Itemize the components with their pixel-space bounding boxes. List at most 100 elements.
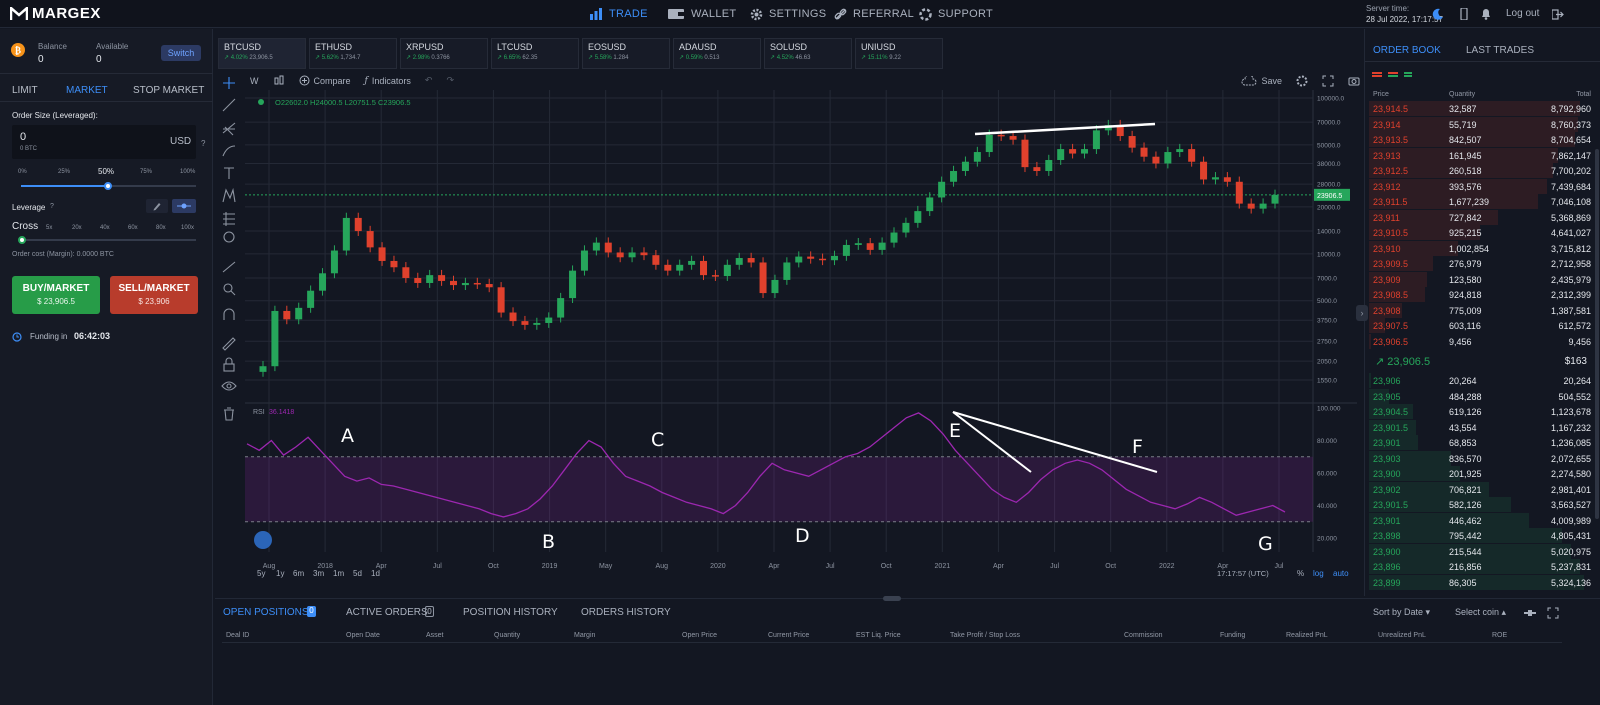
book-view-icons[interactable] <box>1372 71 1412 79</box>
bid-row[interactable]: 23,904.5 619,126 1,123,678 <box>1369 404 1591 420</box>
help-icon[interactable]: ? <box>201 139 206 148</box>
ticker-adausd[interactable]: ADAUSD ↗ 0.59% 0.513 <box>673 38 761 69</box>
logout-icon[interactable] <box>1552 9 1564 21</box>
slider-mode-button[interactable] <box>172 199 196 213</box>
bid-row[interactable]: 23,901.5 582,126 3,563,527 <box>1369 497 1591 513</box>
scrollbar[interactable] <box>1595 149 1599 519</box>
range-button-5d[interactable]: 5d <box>353 569 362 578</box>
emoji-icon[interactable] <box>223 231 235 243</box>
bid-row[interactable]: 23,901 68,853 1,236,085 <box>1369 435 1591 451</box>
ask-row[interactable]: 23,909 123,580 2,435,979 <box>1369 271 1591 288</box>
tab-active-orders[interactable]: ACTIVE ORDERS <box>346 607 428 618</box>
range-button-1y[interactable]: 1y <box>276 569 284 578</box>
nav-wallet[interactable]: WALLET <box>667 0 736 28</box>
text-icon[interactable] <box>224 167 234 179</box>
candles-icon[interactable] <box>273 75 285 87</box>
ticker-btcusd[interactable]: BTCUSD ↗ 4.02% 23,906.5 <box>218 38 306 69</box>
leverage-handle[interactable] <box>18 236 26 244</box>
compare-button[interactable]: Compare <box>299 75 351 86</box>
tab-last-trades[interactable]: LAST TRADES <box>1466 45 1534 56</box>
column-header[interactable]: Commission <box>1124 632 1163 639</box>
nav-trade[interactable]: TRADE <box>589 0 648 28</box>
sell-market-button[interactable]: SELL/MARKET $ 23,906 <box>110 276 198 314</box>
ask-row[interactable]: 23,914.5 32,587 8,792,960 <box>1369 101 1591 117</box>
camera-icon[interactable] <box>1348 75 1360 87</box>
leverage-slider[interactable] <box>18 236 196 244</box>
ticker-ethusd[interactable]: ETHUSD ↗ 5.62% 1,734.7 <box>309 38 397 69</box>
column-header[interactable]: Take Profit / Stop Loss <box>950 632 1021 639</box>
nav-referral[interactable]: REFERRAL <box>834 0 914 28</box>
ticker-uniusd[interactable]: UNIUSD ↗ 15.11% 9.22 <box>855 38 943 69</box>
order-size-input[interactable]: 0 0 BTC USD <box>12 125 196 159</box>
help-icon[interactable]: ? <box>50 203 54 210</box>
eye-icon[interactable] <box>221 381 237 391</box>
tab-limit[interactable]: LIMIT <box>12 85 38 96</box>
column-header[interactable]: Margin <box>574 632 596 639</box>
range-button-1d[interactable]: 1d <box>371 569 380 578</box>
ask-row[interactable]: 23,912.5 260,518 7,700,202 <box>1369 163 1591 179</box>
tab-position-history[interactable]: POSITION HISTORY <box>463 607 558 618</box>
tab-stop-market[interactable]: STOP MARKET <box>133 85 205 96</box>
tab-order-book[interactable]: ORDER BOOK <box>1373 45 1441 56</box>
cloud-logo-icon[interactable] <box>254 531 272 549</box>
range-button-6m[interactable]: 6m <box>293 569 304 578</box>
nav-support[interactable]: SUPPORT <box>919 0 993 28</box>
ticker-ltcusd[interactable]: LTCUSD ↗ 6.65% 62.35 <box>491 38 579 69</box>
range-button-3m[interactable]: 3m <box>313 569 324 578</box>
nav-settings[interactable]: SETTINGS <box>750 0 826 28</box>
column-header[interactable]: Unrealized PnL <box>1378 632 1426 639</box>
expand-icon[interactable] <box>1547 607 1559 619</box>
bid-row[interactable]: 23,900 201,925 2,274,580 <box>1369 466 1591 482</box>
bid-row[interactable]: 23,903 836,570 2,072,655 <box>1369 450 1591 467</box>
prediction-icon[interactable] <box>223 212 235 226</box>
mobile-icon[interactable] <box>1458 8 1470 20</box>
bid-row[interactable]: 23,901.5 43,554 1,167,232 <box>1369 419 1591 436</box>
order-size-slider[interactable] <box>21 182 196 190</box>
interval-button[interactable]: W <box>250 75 259 86</box>
ask-row[interactable]: 23,910.5 925,215 4,641,027 <box>1369 225 1591 241</box>
price-chart[interactable]: Aug 2018 Apr Jul Oct 2019 May Aug 2020 Apr Jul Oct 2… <box>245 90 1357 578</box>
tab-orders-history[interactable]: ORDERS HISTORY <box>581 607 671 618</box>
chart-svg[interactable]: Aug 2018 Apr Jul Oct 2019 May Aug 2020 Apr Jul Oct 2… <box>245 90 1357 578</box>
scale-option-log[interactable]: log <box>1313 569 1324 578</box>
scale-option-auto[interactable]: auto <box>1333 569 1349 578</box>
trendline-icon[interactable] <box>222 98 236 112</box>
undo-icon[interactable]: ↶ <box>424 75 433 85</box>
column-header[interactable]: Asset <box>426 632 444 639</box>
save-button[interactable]: Save <box>1241 75 1282 86</box>
tab-market[interactable]: MARKET <box>66 85 108 96</box>
sort-dropdown[interactable]: Sort by Date ▾ <box>1373 607 1430 618</box>
crosshair-icon[interactable] <box>223 77 235 89</box>
ticker-solusd[interactable]: SOLUSD ↗ 4.52% 46.63 <box>764 38 852 69</box>
lock-pencil-icon[interactable] <box>222 337 236 351</box>
indicators-button[interactable]: ƒ Indicators <box>365 76 411 86</box>
slider-handle[interactable] <box>103 182 112 190</box>
ruler-icon[interactable] <box>222 261 236 273</box>
ask-row[interactable]: 23,908 775,009 1,387,581 <box>1369 302 1591 319</box>
brush-icon[interactable] <box>222 145 236 157</box>
range-button-5y[interactable]: 5y <box>257 569 265 578</box>
column-header[interactable]: Quantity <box>494 632 521 639</box>
edit-leverage-button[interactable] <box>146 199 168 213</box>
resize-handle[interactable] <box>883 596 901 601</box>
magnet-icon[interactable] <box>223 308 235 320</box>
ask-row[interactable]: 23,907.5 603,116 612,572 <box>1369 318 1591 334</box>
bid-row[interactable]: 23,905 484,288 504,552 <box>1369 388 1591 405</box>
bid-row[interactable]: 23,906 20,264 20,264 <box>1369 373 1591 389</box>
bid-row[interactable]: 23,899 86,305 5,324,136 <box>1369 574 1591 591</box>
column-header[interactable]: Open Price <box>682 632 718 639</box>
ask-row[interactable]: 23,908.5 924,818 2,312,399 <box>1369 287 1591 303</box>
ask-row[interactable]: 23,906.5 9,456 9,456 <box>1369 333 1591 350</box>
bid-row[interactable]: 23,896 216,856 5,237,831 <box>1369 559 1591 575</box>
fullscreen-icon[interactable] <box>1322 75 1334 87</box>
tab-open-positions[interactable]: OPEN POSITIONS <box>223 607 309 618</box>
lock-icon[interactable] <box>223 357 235 372</box>
column-header[interactable]: EST Liq. Price <box>856 632 901 639</box>
ticker-eosusd[interactable]: EOSUSD ↗ 5.58% 1.284 <box>582 38 670 69</box>
ask-row[interactable]: 23,910 1,002,854 3,715,812 <box>1369 240 1591 257</box>
bid-row[interactable]: 23,898 795,442 4,805,431 <box>1369 528 1591 544</box>
ask-row[interactable]: 23,912 393,576 7,439,684 <box>1369 178 1591 195</box>
pitchfork-icon[interactable] <box>222 122 236 136</box>
ask-row[interactable]: 23,911.5 1,677,239 7,046,108 <box>1369 194 1591 210</box>
ask-row[interactable]: 23,913.5 842,507 8,704,654 <box>1369 132 1591 148</box>
